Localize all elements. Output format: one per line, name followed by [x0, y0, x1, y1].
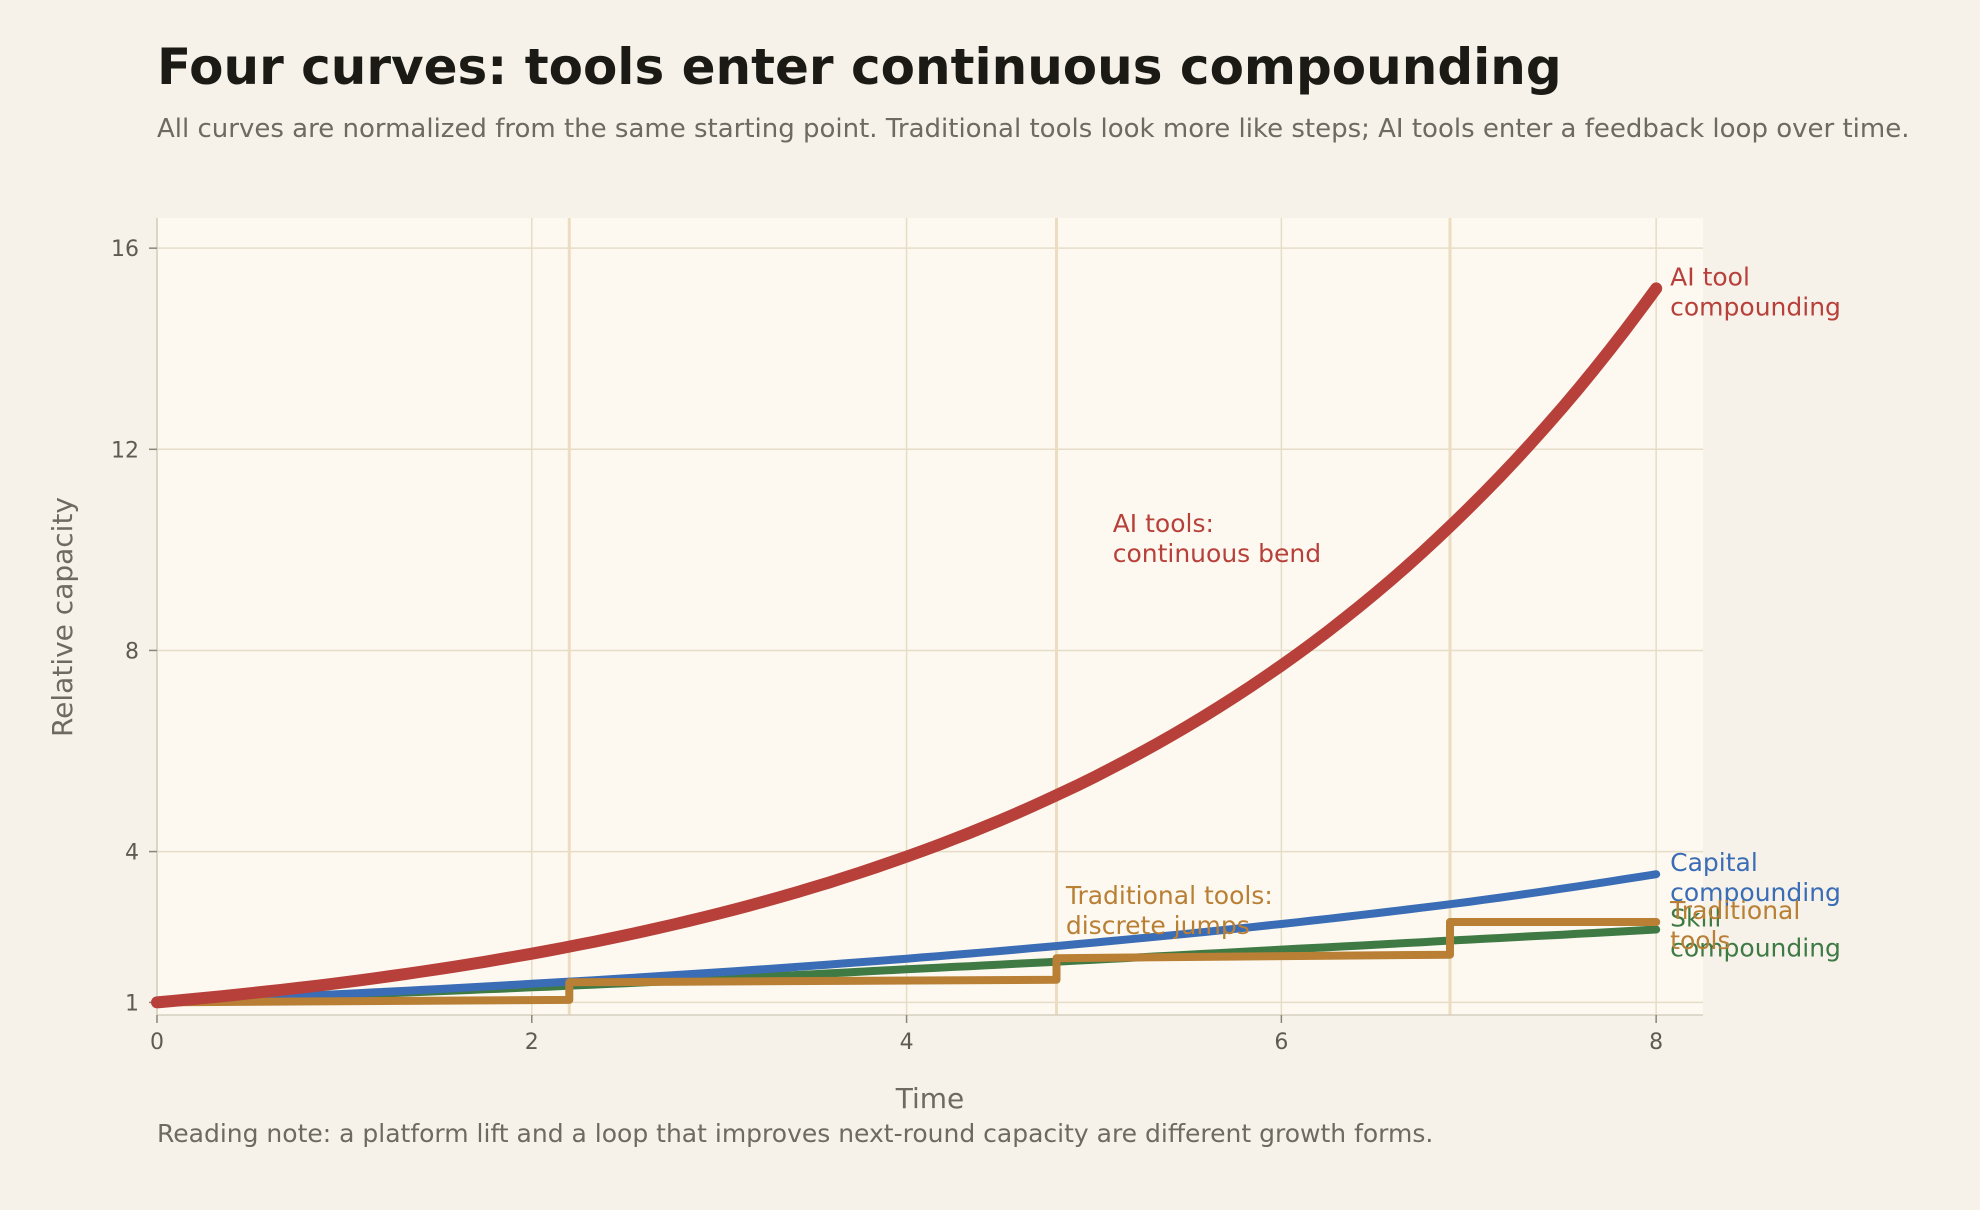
y-tick-label: 16: [111, 237, 139, 262]
series-end-label-line: tools: [1670, 926, 1730, 955]
axes: [156, 218, 1703, 1016]
x-tick-label: 0: [150, 1030, 164, 1055]
y-tick-label: 8: [125, 639, 139, 664]
chart-title: Four curves: tools enter continuous comp…: [157, 38, 1562, 96]
annotations: AI tools: continuous bend Traditional tool…: [1065, 509, 1321, 940]
x-tick-label: 4: [900, 1030, 914, 1055]
series-end-label-2: Traditional tools: [1669, 896, 1800, 955]
annotation-line: Traditional tools:: [1065, 881, 1273, 910]
step-markers: [567, 218, 1452, 1015]
series-end-label-1: Capital compounding: [1670, 848, 1841, 907]
annotation-line: continuous bend: [1113, 539, 1321, 568]
annotation-0: AI tools: continuous bend: [1113, 509, 1321, 568]
annotation-line: AI tools:: [1113, 509, 1214, 538]
chart-subtitle: All curves are normalized from the same …: [157, 114, 1910, 144]
x-tick-label: 2: [525, 1030, 539, 1055]
y-tick-label: 12: [111, 438, 139, 463]
series-line-1: [153, 870, 1661, 1007]
reading-note: Reading note: a platform lift and a loop…: [157, 1119, 1434, 1148]
y-axis-label: Relative capacity: [46, 497, 79, 737]
series-lines: [151, 282, 1663, 1009]
series-end-label-0: Skill compounding: [1670, 904, 1841, 963]
series-end-label-3: AI tool compounding: [1670, 262, 1841, 321]
y-tick-label: 4: [125, 841, 139, 866]
annotation-line: discrete jumps: [1066, 911, 1250, 940]
x-axis-label: Time: [895, 1082, 965, 1115]
x-tick-label: 8: [1649, 1030, 1663, 1055]
x-tick-label: 6: [1274, 1030, 1288, 1055]
series-end-label-line: Traditional: [1669, 896, 1800, 925]
series-end-label-line: compounding: [1670, 934, 1841, 963]
series-line-2: [153, 918, 1661, 1007]
series-end-label-line: AI tool: [1670, 262, 1750, 291]
y-tick-label: 1: [125, 991, 139, 1016]
plot-area: [157, 218, 1703, 1015]
series-end-label-line: compounding: [1670, 878, 1841, 907]
series-end-label-line: Skill: [1670, 904, 1721, 933]
series-line-3: [151, 282, 1663, 1009]
series-end-label-line: compounding: [1670, 292, 1841, 321]
series-end-label-line: Capital: [1670, 848, 1758, 877]
annotation-1: Traditional tools: discrete jumps: [1065, 881, 1273, 940]
tick-labels: 0 2 4 6 8 1 4 8 12 16: [111, 237, 1663, 1055]
